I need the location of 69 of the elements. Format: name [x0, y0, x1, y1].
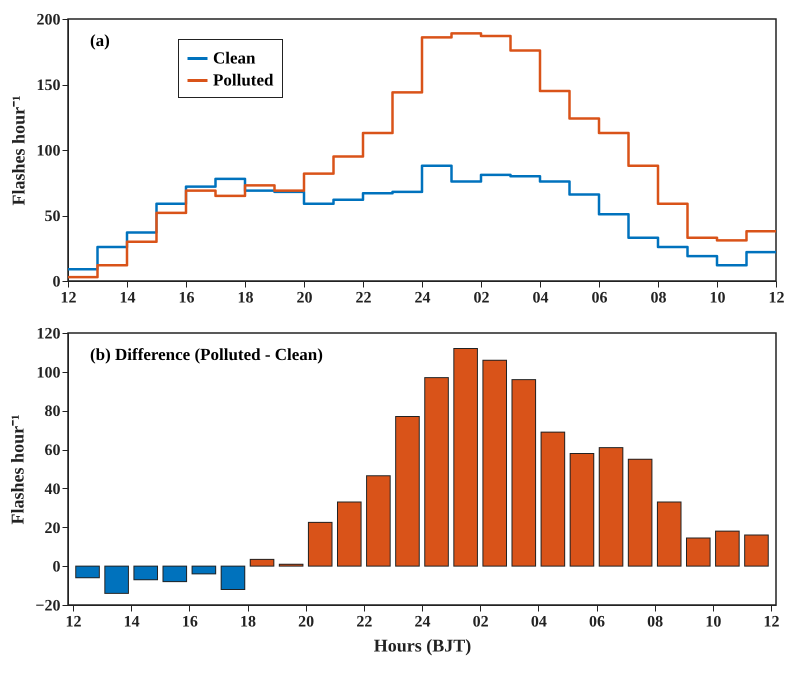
x-tick-label: 16 — [182, 614, 198, 630]
x-tick-label: 20 — [296, 290, 312, 306]
x-tick-label: 24 — [414, 290, 430, 306]
x-tick-label: 18 — [240, 614, 256, 630]
legend-label: Polluted — [213, 70, 274, 90]
y-axis-title: Flashes hour⁻¹ — [8, 96, 28, 206]
bar — [162, 566, 188, 582]
x-tick-label: 22 — [356, 614, 372, 630]
x-tick-label: 12 — [768, 290, 784, 306]
bar — [715, 530, 740, 567]
bar — [192, 566, 216, 574]
bar — [104, 566, 129, 594]
bar — [395, 416, 420, 567]
x-tick-label: 14 — [120, 290, 136, 306]
bar — [628, 458, 652, 567]
x-tick-label: 12 — [66, 614, 82, 630]
x-tick-label: 10 — [710, 290, 726, 306]
y-tick-label: 80 — [44, 403, 60, 420]
x-tick-label: 22 — [356, 290, 372, 306]
bar — [598, 447, 624, 567]
y-tick-label: 100 — [36, 364, 60, 382]
y-tick-label: 120 — [36, 326, 60, 342]
bar — [453, 348, 478, 567]
bar — [366, 475, 391, 567]
x-tick-label: 08 — [650, 290, 666, 306]
bar — [75, 566, 100, 578]
bar — [250, 558, 274, 567]
x-tick-label: 12 — [60, 290, 76, 306]
bar — [686, 537, 711, 567]
x-tick-label: 02 — [472, 614, 489, 630]
y-tick-label: 40 — [44, 480, 60, 498]
x-tick-label: 06 — [592, 290, 608, 306]
x-tick-label: 18 — [238, 290, 254, 306]
bar — [511, 379, 536, 567]
x-axis-title: Hours (BJT) — [374, 636, 472, 656]
x-tick-label: 04 — [532, 290, 548, 306]
y-tick-label: 200 — [36, 12, 60, 28]
x-tick-label: 06 — [589, 614, 605, 630]
x-tick-label: 20 — [298, 614, 314, 630]
x-tick-label: 24 — [414, 614, 430, 630]
bar — [744, 534, 769, 567]
bar — [133, 566, 158, 580]
y-tick-label: 0 — [52, 558, 60, 576]
y-tick-label: 60 — [44, 442, 60, 460]
x-tick-label: 02 — [474, 290, 490, 306]
y-axis-title: Flashes hour⁻¹ — [7, 414, 28, 524]
bar — [482, 360, 508, 567]
annotation: (a) — [90, 31, 110, 50]
x-tick-label: 12 — [764, 614, 780, 630]
y-tick-label: 100 — [36, 142, 60, 160]
annotation: (b) Difference (Polluted - Clean) — [90, 345, 323, 364]
bar — [336, 502, 362, 567]
x-tick-label: 14 — [124, 614, 140, 630]
bar — [220, 566, 246, 590]
bar — [308, 522, 333, 567]
bar — [424, 377, 449, 567]
x-tick-label: 08 — [647, 614, 664, 630]
y-tick-label: 50 — [44, 208, 60, 225]
y-tick-label: −20 — [35, 598, 60, 614]
y-tick-label: 20 — [44, 520, 60, 537]
x-tick-label: 04 — [530, 614, 547, 630]
bar — [540, 432, 566, 567]
bar — [656, 502, 682, 567]
y-tick-label: 150 — [36, 77, 60, 94]
legend-label: Clean — [213, 48, 256, 68]
x-tick-label: 10 — [705, 614, 722, 630]
x-tick-label: 16 — [178, 290, 194, 306]
bar — [570, 452, 594, 567]
y-tick-label: 0 — [52, 274, 60, 290]
